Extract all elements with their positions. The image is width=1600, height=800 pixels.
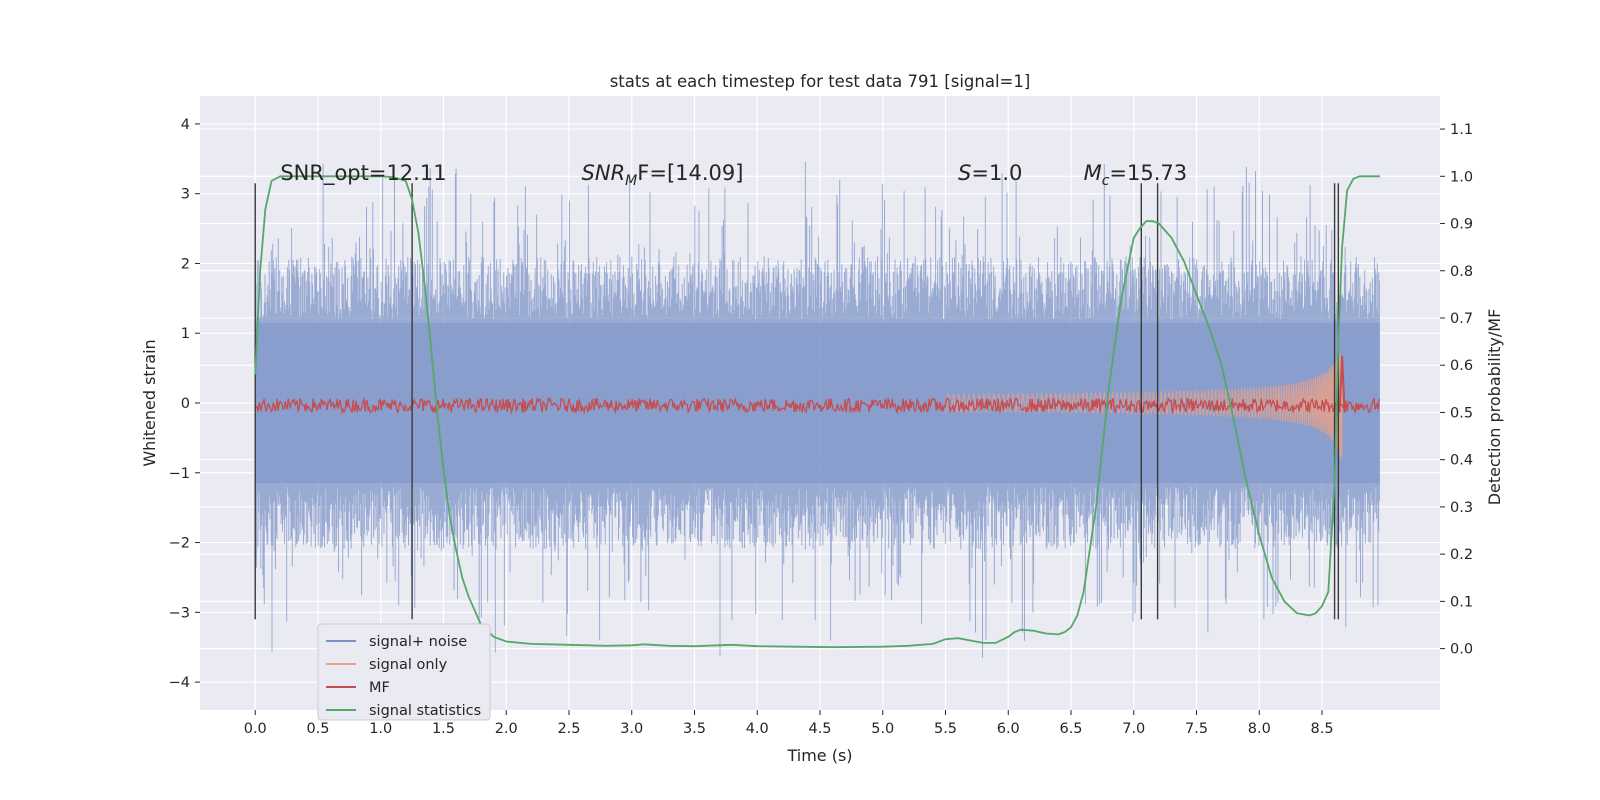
legend-box: [317, 623, 491, 721]
y2-tick-label: 0.5: [1450, 405, 1473, 421]
vertical-markers: [254, 183, 1340, 620]
chart-title: stats at each timestep for test data 791…: [610, 72, 1031, 91]
legend: signal+ noise signal only MF signal statist…: [317, 623, 491, 721]
annotation: SNR_opt=12.11: [280, 161, 446, 186]
y-tick-label: 2: [181, 256, 190, 272]
y-tick-label: −4: [169, 675, 190, 691]
y2-tick-label: 0.2: [1450, 547, 1473, 563]
y2-tick-label: 0.0: [1450, 642, 1473, 658]
x-tick-label: 0.0: [244, 721, 267, 737]
y2-tick-label: 0.3: [1450, 500, 1473, 516]
y2-tick-label: 0.4: [1450, 453, 1473, 469]
annotation: S=1.0: [958, 161, 1022, 185]
x-tick-label: 1.0: [369, 721, 392, 737]
y2-tick-label: 1.1: [1450, 122, 1473, 138]
y-tick-label: 1: [181, 326, 190, 342]
annotation: SNRMF=[14.09]: [582, 161, 744, 189]
legend-label: signal+ noise: [369, 634, 467, 650]
y-axis-ticks: 4 3 2 1 0 −1 −2 −3 −4: [169, 117, 200, 691]
legend-label: signal statistics: [369, 703, 481, 719]
x-tick-label: 7.5: [1185, 721, 1208, 737]
x-tick-label: 1.5: [432, 721, 455, 737]
x-tick-label: 8.5: [1310, 721, 1333, 737]
y2-tick-label: 0.6: [1450, 358, 1473, 374]
annotations: SNR_opt=12.11 SNRMF=[14.09] S=1.0 Mc=15.73: [280, 161, 1187, 189]
x-axis-ticks: 0.0 0.5 1.0 1.5 2.0 2.5 3.0 3.5 4.0 4.5 5.0 5.5 6.0 6…: [244, 710, 1334, 737]
signal-statistics-line: [254, 175, 1380, 649]
y-axis-label: Whitened strain: [140, 339, 159, 466]
x-tick-label: 6.0: [997, 721, 1020, 737]
x-tick-label: 5.5: [934, 721, 957, 737]
y2-tick-label: 0.1: [1450, 594, 1473, 610]
annotation: Mc=15.73: [1084, 161, 1188, 189]
x-tick-label: 5.0: [871, 721, 894, 737]
y-tick-label: 3: [181, 187, 190, 203]
x-tick-label: 3.5: [683, 721, 706, 737]
x-tick-label: 4.0: [746, 721, 769, 737]
y2-axis-ticks: 1.1 1.0 0.9 0.8 0.7 0.6 0.5 0.4 0.3 0.2 0.1 0.0: [1440, 122, 1473, 658]
y-tick-label: −3: [169, 605, 190, 621]
signal-statistics-series: [254, 175, 1380, 649]
y-tick-label: −2: [169, 536, 190, 552]
mf-peak: [1338, 355, 1346, 413]
x-tick-label: 4.5: [808, 721, 831, 737]
legend-label: signal only: [369, 657, 448, 673]
legend-label: MF: [369, 680, 390, 696]
y2-tick-label: 0.8: [1450, 264, 1473, 280]
x-tick-label: 0.5: [306, 721, 329, 737]
y-tick-label: 0: [181, 396, 190, 412]
x-tick-label: 2.0: [495, 721, 518, 737]
x-tick-label: 3.0: [620, 721, 643, 737]
y2-axis-label: Detection probability/MF: [1485, 309, 1504, 506]
x-tick-label: 6.5: [1059, 721, 1082, 737]
x-tick-label: 2.5: [557, 721, 580, 737]
x-tick-label: 8.0: [1248, 721, 1271, 737]
y-tick-label: −1: [169, 466, 190, 482]
y-tick-label: 4: [181, 117, 190, 133]
y2-tick-label: 0.9: [1450, 217, 1473, 233]
x-tick-label: 7.0: [1122, 721, 1145, 737]
mf-series: [254, 355, 1380, 415]
x-axis-label: Time (s): [786, 746, 852, 765]
y2-tick-label: 1.0: [1450, 169, 1473, 185]
mf-line: [254, 396, 1380, 415]
y2-tick-label: 0.7: [1450, 311, 1473, 327]
